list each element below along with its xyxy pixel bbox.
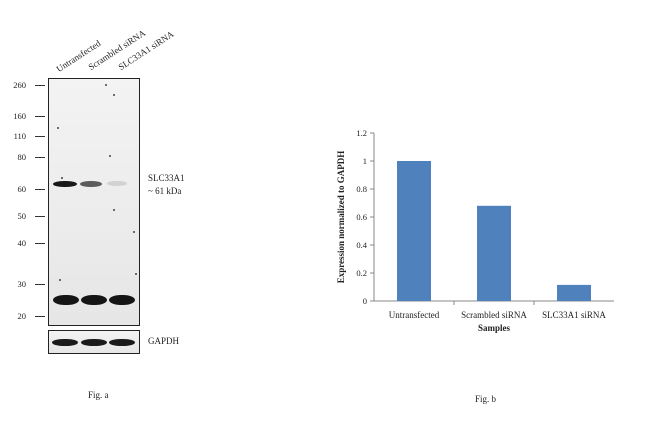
gapdh-band-untransfected <box>52 339 78 346</box>
mw-marker-110: 110 <box>13 131 26 141</box>
target-size-label: ~ 61 kDa <box>148 186 182 196</box>
mw-marker-40: 40 <box>17 238 27 248</box>
blot-panel-gapdh <box>48 330 140 354</box>
mw-tick-160 <box>35 116 45 117</box>
bar-chart-svg: 0 0.2 0.4 0.6 0.8 1 1.2 Untransfected Scrambled … <box>336 128 614 333</box>
blot-panel-main <box>48 78 140 326</box>
y-axis-label: Expression normalized to GAPDH <box>336 151 346 284</box>
y-tick-label: 0.8 <box>356 184 367 194</box>
bar <box>397 161 431 301</box>
mw-marker-160: 160 <box>13 111 26 121</box>
blot-speck <box>109 155 111 157</box>
mw-tick-30 <box>35 284 45 285</box>
y-tick-label: 0.4 <box>356 240 367 250</box>
x-axis-label: Samples <box>478 323 511 333</box>
mw-marker-50: 50 <box>17 211 27 221</box>
y-tick-label: 0.2 <box>356 268 367 278</box>
target-band-untransfected <box>53 181 77 187</box>
y-tick-label: 1.2 <box>356 128 367 138</box>
mw-tick-80 <box>35 157 45 158</box>
x-tick-label: SLC33A1 siRNA <box>542 310 606 320</box>
y-tick-label: 1 <box>363 156 367 166</box>
blot-speck <box>61 177 63 179</box>
x-tick-label: Scrambled siRNA <box>461 310 527 320</box>
mw-marker-260: 260 <box>13 80 26 90</box>
bar <box>477 205 511 301</box>
mw-tick-40 <box>35 243 45 244</box>
blot-speck <box>133 231 135 233</box>
gapdh-band-slc33a1-sirna <box>109 339 135 346</box>
mw-tick-60 <box>35 189 45 190</box>
blot-speck <box>135 273 137 275</box>
blot-speck <box>105 84 107 86</box>
y-tick-label: 0.6 <box>356 212 367 222</box>
blot-speck <box>59 279 61 281</box>
mw-marker-20: 20 <box>17 311 27 321</box>
target-band-slc33a1-sirna <box>107 181 127 186</box>
blot-speck <box>57 127 59 129</box>
lower-band-scrambled <box>81 295 107 305</box>
loading-control-label: GAPDH <box>148 336 180 346</box>
fig-b-caption: Fig. b <box>475 394 497 404</box>
mw-tick-20 <box>35 316 45 317</box>
mw-tick-110 <box>35 136 45 137</box>
y-tick-label: 0 <box>363 296 367 306</box>
blot-speck <box>113 209 115 211</box>
mw-marker-60: 60 <box>17 184 27 194</box>
mw-tick-260 <box>35 85 45 86</box>
mw-marker-30: 30 <box>17 279 27 289</box>
mw-marker-80: 80 <box>17 152 27 162</box>
gapdh-band-scrambled <box>81 339 107 346</box>
blot-speck <box>113 94 115 96</box>
bar <box>557 284 591 301</box>
fig-a-caption: Fig. a <box>88 390 109 400</box>
lower-band-slc33a1-sirna <box>109 295 135 305</box>
x-tick-label: Untransfected <box>389 310 440 320</box>
lower-band-untransfected <box>53 295 79 305</box>
mw-tick-50 <box>35 216 45 217</box>
target-band-scrambled <box>80 181 102 187</box>
target-protein-label: SLC33A1 <box>148 173 185 183</box>
